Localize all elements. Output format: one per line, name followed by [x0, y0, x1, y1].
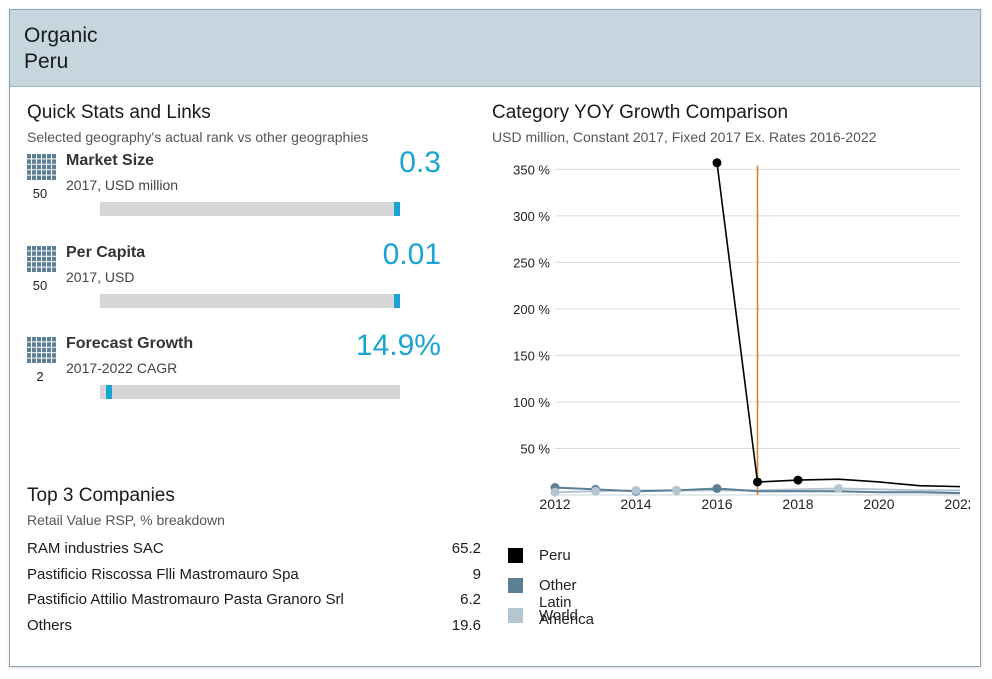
data-point-world	[591, 486, 600, 496]
data-point-world	[672, 485, 681, 495]
y-tick-label: 50 %	[520, 441, 550, 456]
company-name: RAM industries SAC	[27, 540, 164, 557]
company-share: 6.2	[460, 591, 481, 609]
data-point-world	[631, 485, 641, 495]
y-tick-label: 250 %	[513, 255, 550, 270]
stat-forecast-growth[interactable]: 2 Forecast Growth 2017-2022 CAGR 14.9%	[27, 329, 447, 415]
stat-value: 0.01	[382, 238, 441, 271]
y-tick-label: 100 %	[513, 395, 550, 410]
stat-per-capita[interactable]: 50 Per Capita 2017, USD 0.01	[27, 238, 447, 324]
company-name: Pastificio Riscossa Flli Mastromauro Spa	[27, 565, 299, 583]
stat-market-size[interactable]: 50 Market Size 2017, USD million 0.3	[27, 146, 447, 232]
stat-name: Forecast Growth	[66, 335, 194, 352]
stat-rank: 2	[36, 369, 44, 384]
y-tick-label: 350 %	[513, 162, 550, 177]
data-point-peru	[712, 158, 722, 168]
y-tick-label: 150 %	[513, 348, 550, 363]
company-share: 19.6	[451, 617, 481, 635]
quick-stats-subtitle: Selected geography's actual rank vs othe…	[27, 129, 369, 145]
rank-marker	[106, 385, 112, 399]
x-tick-label: 2020	[863, 496, 894, 512]
stat-name: Market Size	[66, 152, 155, 169]
series-line-peru	[716, 162, 961, 488]
company-row[interactable]: Others 19.6	[27, 614, 481, 640]
companies-table: RAM industries SAC 65.2 Pastificio Riscos…	[27, 537, 481, 640]
rank-grid-icon	[27, 246, 56, 272]
companies-title: Top 3 Companies	[27, 485, 175, 506]
x-tick-label: 2016	[701, 496, 732, 512]
y-tick-label: 200 %	[513, 302, 550, 317]
legend-swatch	[508, 578, 523, 593]
organic-peru-card: Organic Peru	[9, 9, 981, 667]
company-name: Others	[27, 617, 73, 635]
x-tick-label: 2014	[620, 496, 651, 512]
data-point-world	[834, 483, 843, 493]
companies-subtitle: Retail Value RSP, % breakdown	[27, 512, 225, 528]
legend-label: World	[539, 607, 578, 624]
company-row[interactable]: Pastificio Attilio Mastromauro Pasta Gra…	[27, 588, 481, 614]
stat-unit: 2017-2022 CAGR	[66, 360, 178, 376]
stat-unit: 2017, USD million	[66, 177, 179, 193]
stat-rank: 50	[32, 278, 48, 293]
geography-title: Peru	[24, 50, 69, 73]
data-point-world	[550, 487, 560, 497]
legend-swatch	[508, 608, 523, 623]
x-tick-label: 2012	[539, 496, 570, 512]
legend-label: Other Latin America	[539, 577, 595, 628]
quick-stats-title: Quick Stats and Links	[27, 102, 211, 123]
chart-title: Category YOY Growth Comparison	[492, 102, 789, 123]
data-point-peru	[793, 475, 803, 485]
rank-grid-icon	[27, 154, 56, 180]
company-share: 9	[472, 565, 481, 583]
company-name: Pastificio Attilio Mastromauro Pasta Gra…	[27, 591, 344, 609]
rank-bar	[100, 294, 400, 308]
yoy-growth-chart[interactable]: 50 % 100 % 150 % 200 % 250 % 300 % 350 % 2012 20…	[480, 150, 970, 520]
company-row[interactable]: RAM industries SAC 65.2	[27, 537, 481, 563]
stat-value: 14.9%	[355, 329, 441, 362]
stat-rank: 50	[32, 186, 48, 201]
category-title: Organic	[24, 24, 98, 47]
card-header: Organic Peru	[10, 10, 980, 87]
series-line-other-latin-america	[554, 486, 961, 495]
data-point-peru	[753, 477, 762, 487]
legend-swatch	[508, 548, 523, 563]
chart-subtitle: USD million, Constant 2017, Fixed 2017 E…	[492, 129, 877, 145]
y-tick-label: 300 %	[513, 209, 550, 224]
legend-label: Peru	[539, 547, 571, 564]
company-share: 65.2	[451, 540, 481, 557]
rank-bar	[100, 202, 400, 216]
x-tick-label: 2018	[782, 496, 813, 512]
rank-marker	[394, 202, 400, 216]
data-point-other-latin-america	[712, 483, 722, 493]
rank-bar	[100, 385, 400, 399]
rank-grid-icon	[27, 337, 56, 363]
stat-unit: 2017, USD	[66, 269, 135, 285]
stat-value: 0.3	[399, 146, 441, 179]
x-tick-label: 2022	[944, 496, 970, 512]
company-row[interactable]: Pastificio Riscossa Flli Mastromauro Spa…	[27, 563, 481, 589]
stat-name: Per Capita	[66, 244, 146, 261]
rank-marker	[394, 294, 400, 308]
